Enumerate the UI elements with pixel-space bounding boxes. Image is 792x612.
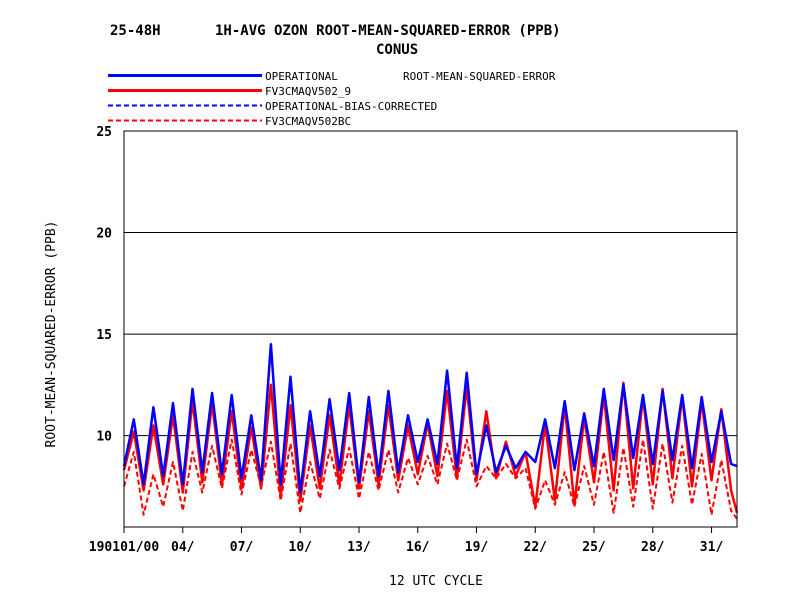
x-tick-label: 10/ <box>289 540 313 555</box>
y-tick-label: 20 <box>96 227 112 242</box>
legend-header: ROOT-MEAN-SQUARED-ERROR <box>403 70 556 83</box>
x-tick-label: 25/ <box>582 540 606 555</box>
y-axis-ticks: 10 15 20 25 <box>96 125 112 445</box>
plot-frame <box>123 130 738 528</box>
x-tick-label: 19/ <box>465 540 489 555</box>
x-tick-label: 190101/00 <box>89 540 160 555</box>
series-line-fv3cmaqv502-9 <box>122 381 739 514</box>
x-tick-label: 13/ <box>347 540 371 555</box>
x-tick-label: 16/ <box>406 540 430 555</box>
series-lines <box>122 342 739 520</box>
x-tick-label: 04/ <box>171 540 195 555</box>
x-tick-label: 28/ <box>641 540 665 555</box>
series-line-fv3cmaqv502bc <box>123 438 738 520</box>
legend-label-fv3cmaq: FV3CMAQV502_9 <box>265 85 351 98</box>
series-line-operational <box>122 342 738 494</box>
chart-title: 1H-AVG OZON ROOT-MEAN-SQUARED-ERROR (PPB… <box>215 23 561 39</box>
y-tick-label: 25 <box>96 125 112 140</box>
y-tick-label: 15 <box>96 328 112 343</box>
x-tick-label: 22/ <box>524 540 548 555</box>
chart-subtitle: CONUS <box>376 42 418 58</box>
x-axis-label: 12 UTC CYCLE <box>389 574 483 589</box>
y-axis-label: ROOT-MEAN-SQUARED-ERROR (PPB) <box>44 221 59 448</box>
legend-label-operational-bc: OPERATIONAL-BIAS-CORRECTED <box>265 100 437 113</box>
x-tick-label: 31/ <box>700 540 724 555</box>
x-axis-ticks: 190101/00 04/07/10/13/16/19/22/25/28/31/ <box>89 527 724 555</box>
legend: OPERATIONAL ROOT-MEAN-SQUARED-ERROR FV3C… <box>108 70 556 128</box>
chart-title-left: 25-48H <box>110 23 161 39</box>
legend-label-operational: OPERATIONAL <box>265 70 338 83</box>
y-tick-label: 10 <box>96 430 112 445</box>
legend-label-fv3cmaq-bc: FV3CMAQV502BC <box>265 115 351 128</box>
x-tick-label: 07/ <box>230 540 254 555</box>
